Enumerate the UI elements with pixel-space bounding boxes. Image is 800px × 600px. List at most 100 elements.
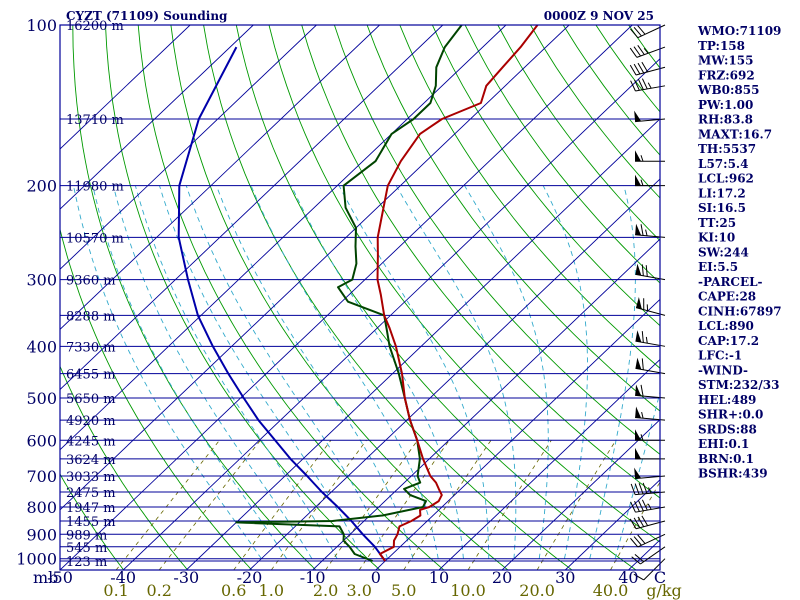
index-line: MW:155 (698, 54, 753, 68)
height-label: 8288 m (66, 309, 116, 324)
index-line: BRN:0.1 (698, 452, 754, 466)
index-line: CINH:67897 (698, 304, 782, 318)
parcel-profile-line (177, 46, 387, 562)
moist-adiabat-12 (290, 185, 464, 559)
isotherm--100 (60, 25, 317, 270)
isotherm--70 (60, 25, 507, 451)
mixing-ratio-line-9 (610, 481, 660, 570)
moist-adiabat-0 (185, 185, 389, 559)
index-line: KI:10 (698, 231, 735, 245)
height-label: 5650 m (66, 392, 116, 407)
height-label: 4245 m (66, 434, 116, 449)
pressure-tick-label: 500 (26, 389, 57, 408)
height-label: 10570 m (66, 231, 124, 246)
index-line: SW:244 (698, 245, 749, 259)
pressure-tick-label: 300 (26, 271, 57, 290)
dry-adiabat-230 (60, 473, 125, 570)
mixing-ratio-line-4 (325, 440, 418, 570)
mixing-ratio-line-2 (233, 440, 332, 570)
index-line: EI:5.5 (698, 260, 738, 274)
mixing-ratio-label: 0.1 (103, 581, 128, 600)
dewpoint-profile-line (235, 25, 463, 562)
height-label: 11980 m (66, 180, 124, 195)
pressure-tick-label: 700 (26, 467, 57, 486)
temperature-tick-label: -40 (110, 568, 136, 587)
index-line: TT:25 (698, 216, 736, 230)
index-line: RH:83.8 (698, 113, 753, 127)
pressure-axis-unit: mb (33, 568, 58, 587)
pressure-tick-label: 100 (26, 16, 57, 35)
index-line: -WIND- (698, 363, 748, 377)
moist-adiabat-24 (464, 185, 549, 559)
isotherm--10 (312, 238, 660, 570)
isotherm-10 (438, 358, 660, 570)
temperature-axis-unit: C (654, 568, 666, 587)
chart-title-left: CYZT (71109) Sounding (66, 9, 228, 23)
mixing-ratio-label: 0.2 (146, 581, 171, 600)
dry-adiabat-400 (530, 25, 660, 199)
wind-barb (635, 223, 666, 238)
index-line: WB0:855 (697, 83, 759, 97)
temperature-tick-label: 0 (371, 568, 381, 587)
moist-adiabat--12 (112, 185, 313, 559)
height-label: 545 m (66, 541, 107, 556)
height-label: 3624 m (66, 453, 116, 468)
index-line: L57:5.4 (698, 157, 748, 171)
height-label: 2475 m (66, 486, 116, 501)
pressure-tick-label: 400 (26, 337, 57, 356)
dry-adiabat-470 (759, 25, 800, 570)
index-line: HEL:489 (698, 393, 756, 407)
pressure-tick-label: 1000 (16, 550, 57, 569)
pressure-tick-label: 800 (26, 498, 57, 517)
mixing-ratio-line-6 (403, 440, 492, 570)
indices-panel: WMO:71109TP:158MW:155FRZ:692WB0:855PW:1.… (697, 24, 782, 481)
moist-adiabat-28 (542, 185, 588, 559)
dry-adiabat-360 (399, 25, 660, 369)
index-line: TP:158 (698, 39, 745, 53)
chart-profiles (177, 25, 539, 562)
height-label: 123 m (66, 555, 107, 570)
index-line: -PARCEL- (698, 275, 763, 289)
mixing-ratio-line-0 (115, 440, 220, 570)
height-label: 989 m (66, 528, 107, 543)
index-line: SHR+:0.0 (698, 408, 763, 422)
height-label: 1947 m (66, 501, 116, 516)
mixing-ratio-label: 5.0 (391, 581, 416, 600)
pressure-tick-label: 600 (26, 431, 57, 450)
mixing-ratio-line-7 (467, 440, 552, 570)
isotherm--60 (60, 25, 570, 511)
dry-adiabat-280 (137, 25, 445, 570)
temperature-profile-line (376, 25, 539, 562)
mixing-ratio-label: 3.0 (346, 581, 371, 600)
wind-barb (635, 384, 666, 399)
pressure-tick-label: 200 (26, 177, 57, 196)
height-label: 16200 m (66, 19, 124, 34)
dry-adiabat-310 (235, 25, 637, 570)
mixing-ratio-label: 10.0 (450, 581, 486, 600)
index-line: SRDS:88 (698, 422, 757, 436)
height-label: 9360 m (66, 274, 116, 289)
temperature-tick-label: 30 (555, 568, 575, 587)
index-line: LFC:-1 (698, 349, 742, 363)
isotherm--20 (249, 178, 660, 570)
wind-barb (635, 296, 666, 316)
moist-adiabat--16 (92, 185, 287, 559)
index-line: SI:16.5 (698, 201, 746, 215)
dry-adiabat-270 (105, 25, 381, 570)
dry-adiabat-380 (464, 25, 660, 284)
isotherm-0 (375, 298, 660, 570)
pressure-tick-label: 900 (26, 525, 57, 544)
height-label: 4920 m (66, 414, 116, 429)
index-line: CAPE:28 (698, 290, 756, 304)
dry-adiabat-370 (431, 25, 660, 327)
dry-adiabat-340 (333, 25, 660, 455)
temperature-tick-label: 10 (429, 568, 449, 587)
temperature-tick-label: -30 (173, 568, 199, 587)
temperature-tick-label: -20 (237, 568, 263, 587)
moist-adiabat-32 (589, 185, 636, 559)
mixing-ratio-line-5 (358, 440, 450, 570)
isotherm--110 (60, 25, 254, 210)
isotherm--30 (186, 118, 660, 570)
height-label: 7330 m (66, 340, 116, 355)
wind-barb (633, 558, 666, 581)
